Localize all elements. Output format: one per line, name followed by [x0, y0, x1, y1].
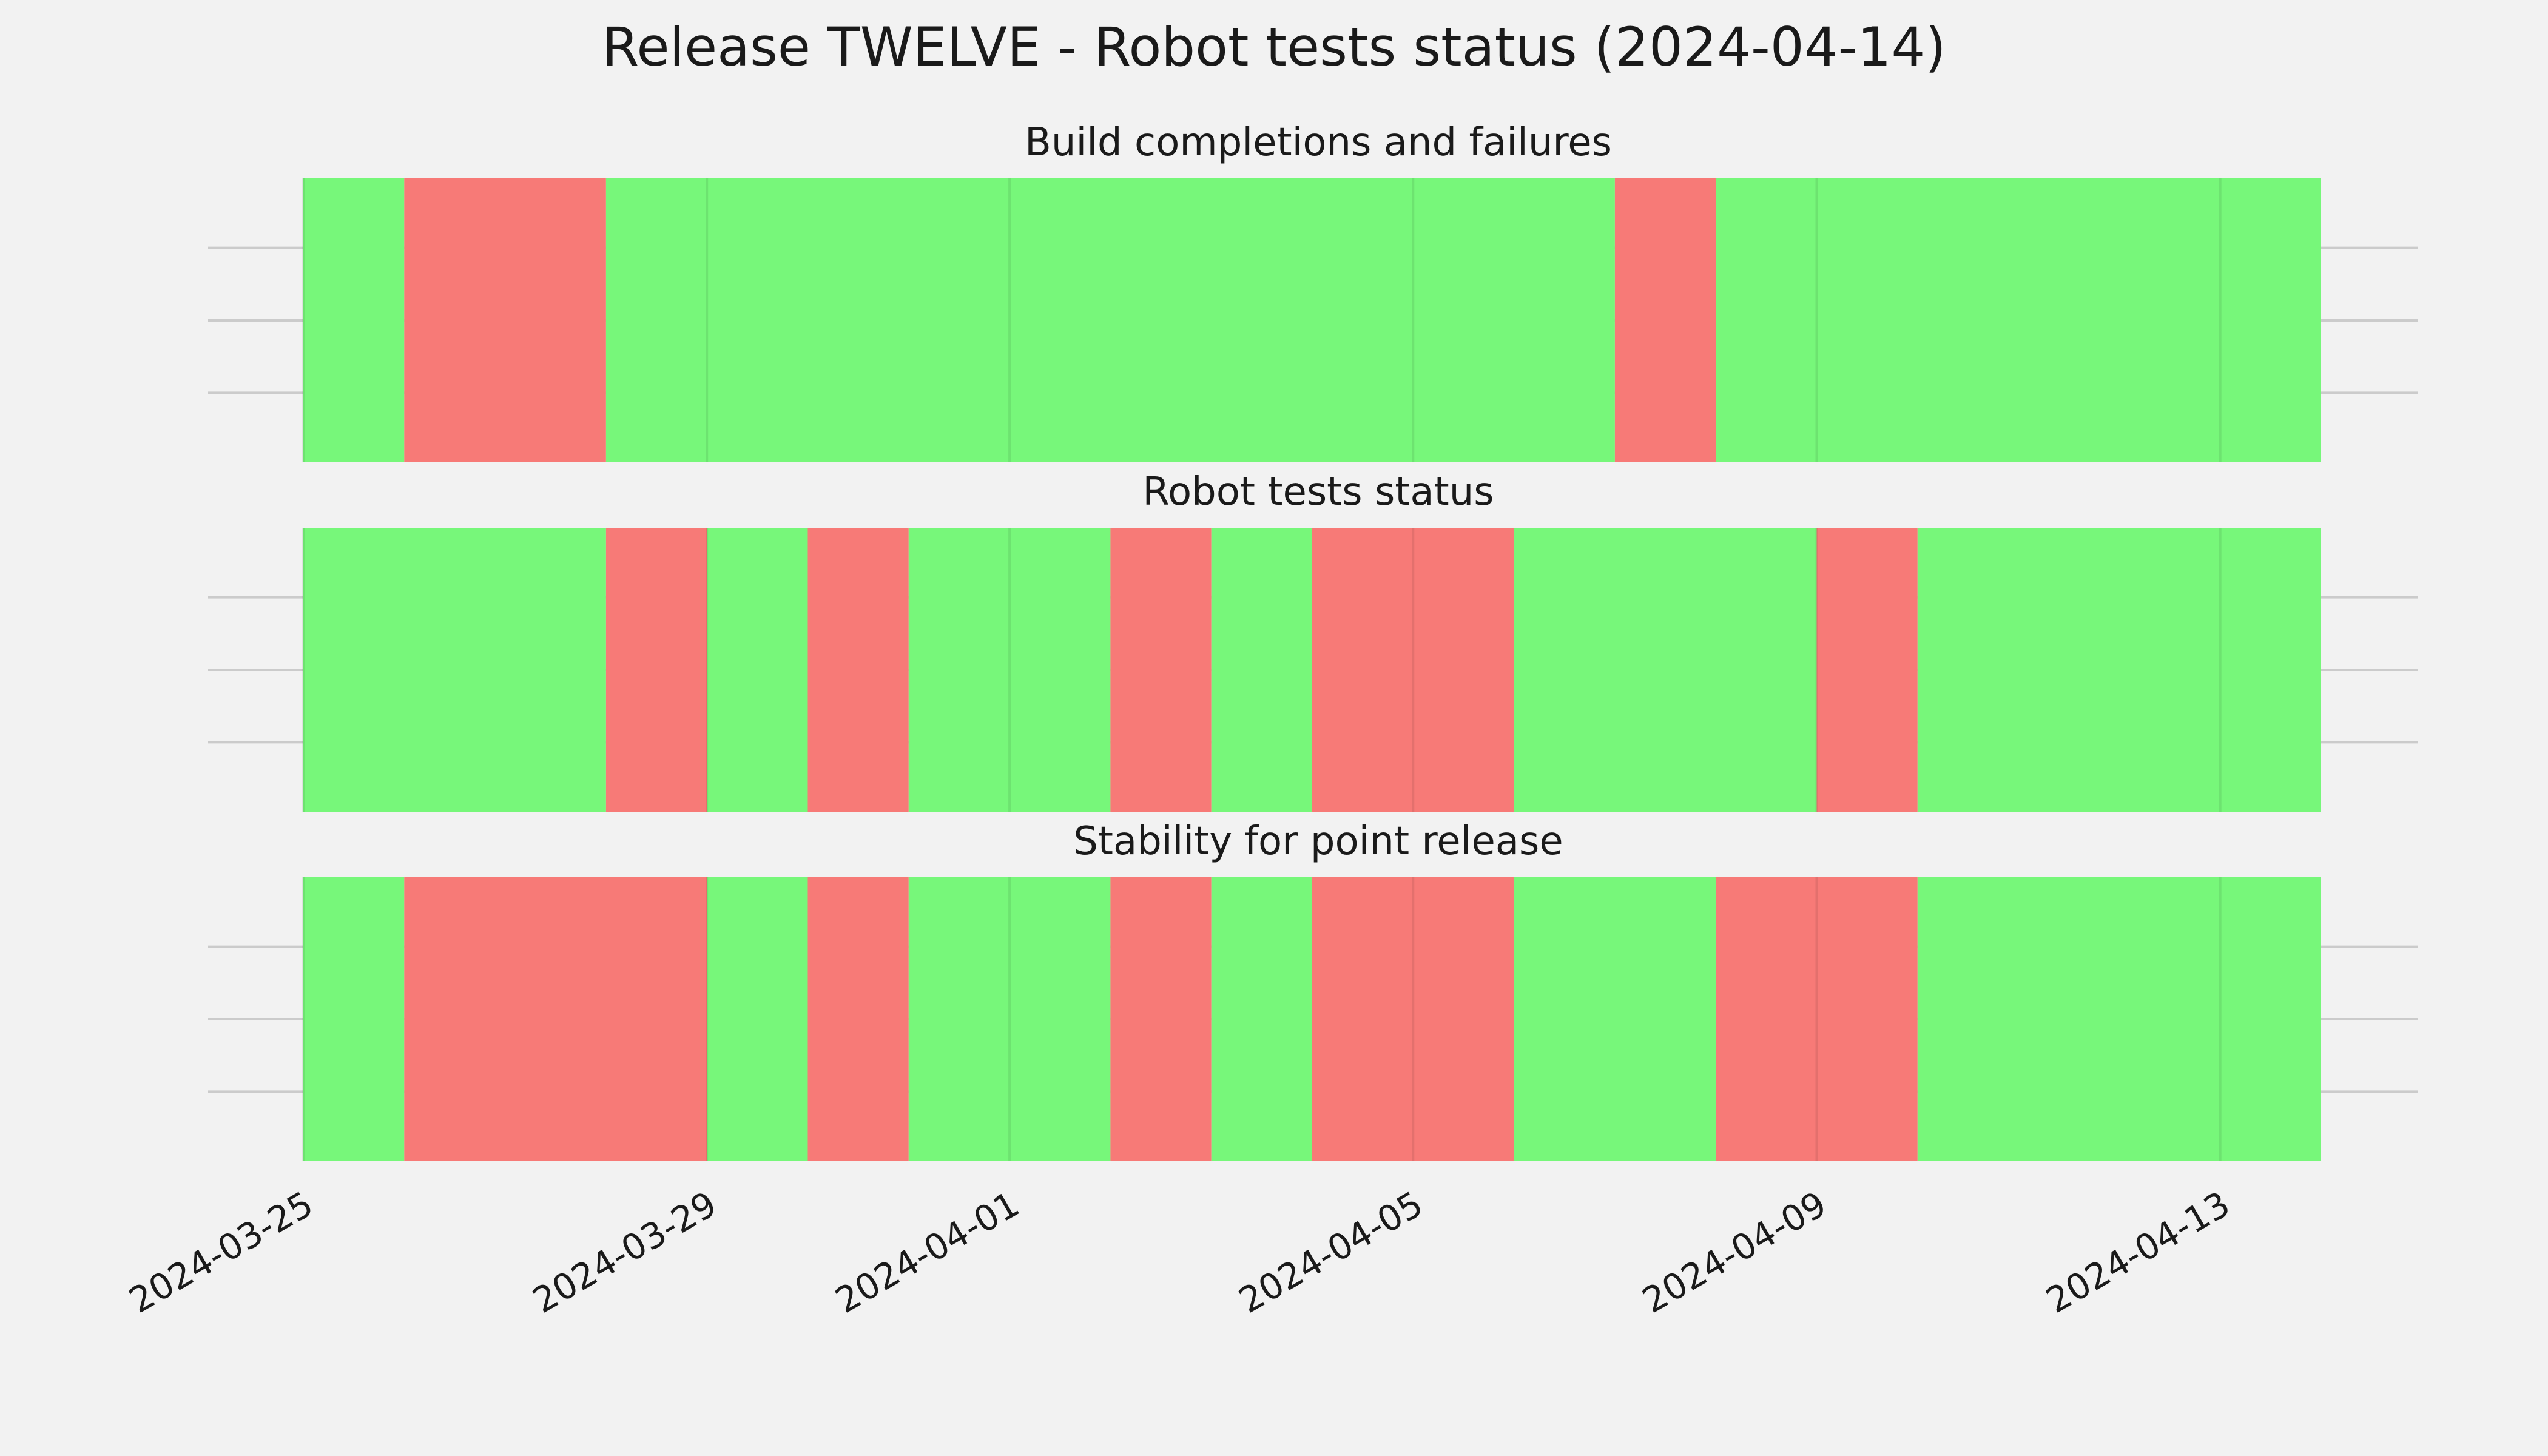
panels-group: Build completions and failures Robot test… [208, 120, 2418, 1161]
status-segment-fail [1614, 178, 1716, 462]
panel-3: Stability for point release [208, 819, 2418, 1161]
status-segment-pass [303, 178, 405, 462]
status-segment-fail [605, 528, 707, 812]
status-segment-fail [404, 877, 707, 1161]
panel-title: Robot tests status [1142, 470, 1494, 514]
status-segment-fail [1312, 877, 1514, 1161]
status-segment-fail [1816, 528, 1918, 812]
status-segment-pass [1514, 877, 1716, 1161]
status-segment-pass [1211, 877, 1312, 1161]
status-segment-fail [807, 528, 909, 812]
status-segment-pass [303, 877, 405, 1161]
status-segment-fail [1110, 877, 1212, 1161]
status-segment-pass [1917, 528, 2321, 812]
status-segment-pass [1514, 528, 1817, 812]
status-segment-pass [908, 877, 1111, 1161]
chart-title: Release TWELVE - Robot tests status (202… [602, 16, 1946, 78]
status-segment-fail [1312, 528, 1514, 812]
status-segment-pass [1917, 877, 2321, 1161]
status-segment-fail [1110, 528, 1212, 812]
status-segment-fail [807, 877, 909, 1161]
panel-title: Stability for point release [1073, 819, 1563, 864]
status-segment-fail [1716, 877, 1918, 1161]
status-segment-fail [404, 178, 606, 462]
status-segment-pass [707, 877, 808, 1161]
status-segment-pass [605, 178, 1615, 462]
status-segment-pass [1716, 178, 2321, 462]
panel-2: Robot tests status [208, 470, 2418, 812]
panel-1: Build completions and failures [208, 120, 2418, 462]
panel-title: Build completions and failures [1025, 120, 1612, 165]
status-segment-pass [707, 528, 808, 812]
status-segment-pass [303, 528, 606, 812]
status-segment-pass [1211, 528, 1312, 812]
status-segment-pass [908, 528, 1111, 812]
